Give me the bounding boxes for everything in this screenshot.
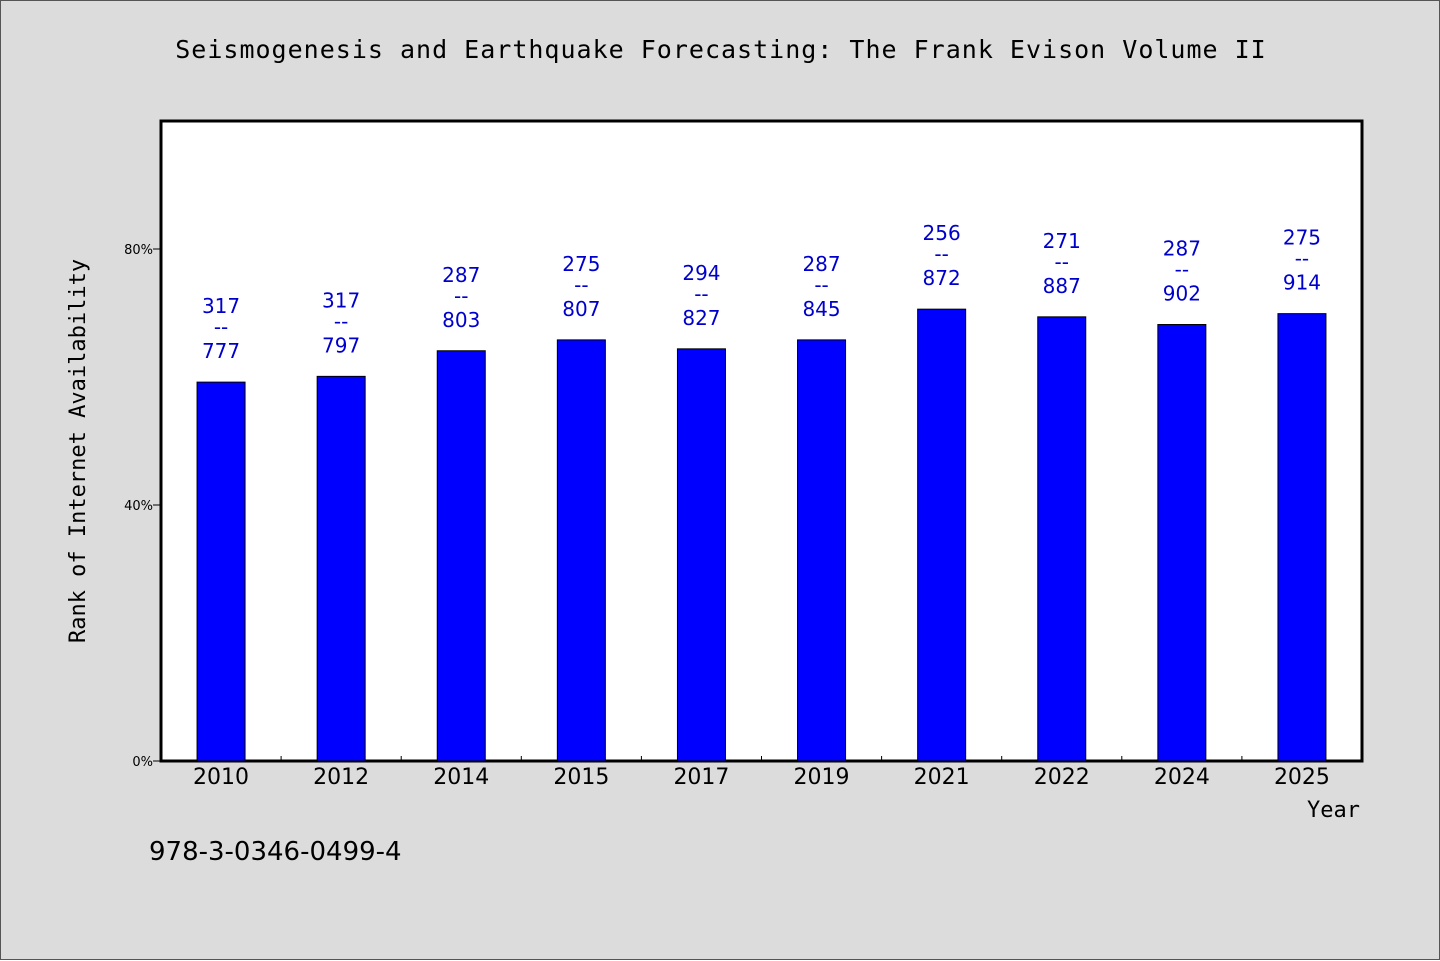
data-label-separator-2025: --	[1295, 247, 1309, 271]
x-axis-title: Year	[1307, 798, 1360, 823]
x-tick-label-2010: 2010	[193, 765, 249, 790]
data-label-top-2015: 275	[562, 252, 600, 276]
data-label-bottom-2024: 902	[1163, 282, 1201, 306]
data-labels-group: 317--777317--797287--803275--807294--827…	[202, 221, 1321, 363]
data-label-bottom-2015: 807	[562, 297, 600, 321]
data-label-separator-2022: --	[1055, 250, 1069, 274]
x-tick-label-2012: 2012	[313, 765, 369, 790]
bar-2010	[196, 381, 246, 762]
data-label-separator-2015: --	[574, 273, 588, 297]
data-label-bottom-2025: 914	[1283, 271, 1321, 295]
x-tick-label-2022: 2022	[1034, 765, 1090, 790]
data-label-top-2019: 287	[802, 252, 840, 276]
y-axis-title: Rank of Internet Availability	[66, 259, 91, 643]
bar-2015	[556, 339, 606, 762]
data-label-separator-2021: --	[934, 242, 948, 266]
y-axis: 0% 40% 80%	[124, 243, 161, 770]
data-label-top-2025: 275	[1283, 226, 1321, 250]
data-label-top-2024: 287	[1163, 237, 1201, 261]
data-label-bottom-2014: 803	[442, 308, 480, 332]
x-tick-label-2014: 2014	[433, 765, 489, 790]
y-tick-label-40: 40%	[124, 499, 153, 514]
data-label-separator-2019: --	[814, 273, 828, 297]
bar-2025	[1277, 313, 1327, 762]
bar-2014	[436, 350, 486, 762]
data-label-separator-2014: --	[454, 284, 468, 308]
x-tick-label-2017: 2017	[673, 765, 729, 790]
chart-title: Seismogenesis and Earthquake Forecasting…	[175, 35, 1267, 64]
data-label-separator-2024: --	[1175, 258, 1189, 282]
bar-2022	[1037, 316, 1087, 762]
data-label-top-2017: 294	[682, 261, 720, 285]
data-label-top-2021: 256	[923, 221, 961, 245]
bar-2019	[797, 339, 847, 762]
y-tick-label-0: 0%	[132, 755, 153, 770]
x-tick-label-2021: 2021	[914, 765, 970, 790]
y-tick-label-80: 80%	[124, 243, 153, 258]
data-label-bottom-2019: 845	[802, 297, 840, 321]
data-label-bottom-2021: 872	[923, 266, 961, 290]
bar-2012	[316, 375, 366, 762]
x-tick-label-2025: 2025	[1274, 765, 1330, 790]
x-axis: 2010 2012 2014 2015 2017 2019 2021 2022 2024 2025	[160, 756, 1363, 790]
data-label-top-2014: 287	[442, 263, 480, 287]
bar-2021	[917, 308, 967, 762]
data-label-top-2012: 317	[322, 288, 360, 312]
x-tick-label-2019: 2019	[794, 765, 850, 790]
data-label-bottom-2012: 797	[322, 333, 360, 357]
x-tick-label-2015: 2015	[553, 765, 609, 790]
data-label-top-2022: 271	[1043, 229, 1081, 253]
data-label-bottom-2017: 827	[682, 306, 720, 330]
data-label-bottom-2022: 887	[1043, 274, 1081, 298]
data-label-top-2010: 317	[202, 294, 240, 318]
isbn-label: 978-3-0346-0499-4	[149, 837, 402, 867]
data-label-bottom-2010: 777	[202, 339, 240, 363]
data-label-separator-2010: --	[214, 315, 228, 339]
bars-group	[196, 308, 1327, 762]
x-tick-label-2024: 2024	[1154, 765, 1210, 790]
bar-2024	[1157, 324, 1207, 762]
data-label-separator-2017: --	[694, 282, 708, 306]
data-label-separator-2012: --	[334, 309, 348, 333]
bar-2017	[676, 348, 726, 762]
